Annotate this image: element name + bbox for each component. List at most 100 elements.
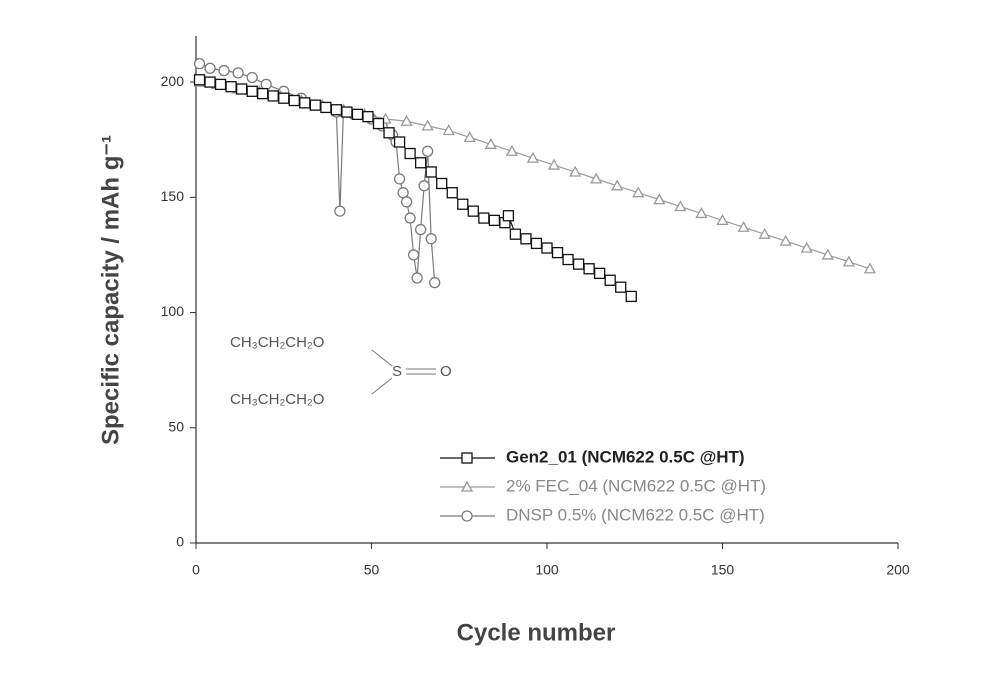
marker xyxy=(457,198,469,210)
y-tick-label: 50 xyxy=(168,418,184,434)
marker xyxy=(246,85,258,97)
marker xyxy=(436,177,448,190)
y-tick-label: 0 xyxy=(176,534,184,550)
marker xyxy=(583,263,595,275)
marker xyxy=(547,158,561,170)
marker xyxy=(800,241,813,253)
marker xyxy=(653,193,666,205)
series-line xyxy=(199,63,436,283)
marker xyxy=(594,267,606,280)
marker xyxy=(615,281,627,293)
marker xyxy=(478,212,490,224)
marker xyxy=(383,127,395,139)
marker xyxy=(393,173,406,185)
marker xyxy=(414,223,427,236)
marker xyxy=(400,114,413,126)
marker xyxy=(214,78,227,91)
marker xyxy=(632,186,645,198)
marker xyxy=(404,147,416,160)
bond xyxy=(371,377,393,395)
marker xyxy=(674,200,687,212)
marker xyxy=(362,111,374,123)
marker xyxy=(204,76,216,88)
marker xyxy=(407,249,420,261)
marker xyxy=(341,106,353,118)
legend-text: 2% FEC_04 (NCM622 0.5C @HT) xyxy=(506,476,766,495)
marker xyxy=(625,290,637,303)
marker xyxy=(257,87,269,100)
marker xyxy=(530,237,543,250)
marker xyxy=(446,187,458,199)
x-tick-label: 50 xyxy=(364,562,380,578)
marker xyxy=(737,220,750,232)
y-tick-label: 200 xyxy=(161,73,185,89)
marker xyxy=(330,104,343,116)
marker xyxy=(463,131,476,143)
marker xyxy=(425,233,437,245)
marker xyxy=(193,74,206,86)
marker xyxy=(260,78,272,91)
marker xyxy=(372,117,385,130)
marker xyxy=(863,262,877,274)
marker xyxy=(288,94,300,107)
marker xyxy=(309,99,321,111)
x-tick-label: 100 xyxy=(535,562,559,578)
marker xyxy=(193,58,206,70)
annotation: O xyxy=(440,363,452,380)
marker xyxy=(695,207,708,219)
marker xyxy=(716,214,729,226)
marker xyxy=(526,151,540,163)
legend-text: DNSP 0.5% (NCM622 0.5C @HT) xyxy=(506,505,765,524)
marker xyxy=(821,248,834,260)
marker xyxy=(400,196,413,208)
marker xyxy=(562,253,574,266)
marker xyxy=(278,92,290,104)
marker xyxy=(425,166,437,178)
x-tick-label: 0 xyxy=(192,562,200,578)
marker xyxy=(225,81,237,93)
y-tick-label: 150 xyxy=(161,188,185,204)
annotation: CH₃CH₂CH₂O xyxy=(230,334,324,351)
marker xyxy=(541,242,553,254)
marker xyxy=(611,179,624,191)
marker xyxy=(758,227,771,239)
bond xyxy=(371,349,393,367)
marker xyxy=(572,258,585,270)
marker xyxy=(232,67,244,79)
y-tick-label: 100 xyxy=(161,303,185,319)
marker xyxy=(422,145,434,157)
annotation: S xyxy=(392,363,402,380)
y-axis-title: Specific capacity / mAh g⁻¹ xyxy=(97,135,124,445)
marker xyxy=(461,510,473,522)
x-axis-title: Cycle number xyxy=(457,619,616,646)
marker xyxy=(502,210,515,222)
marker xyxy=(299,97,311,109)
marker xyxy=(429,276,441,289)
marker xyxy=(267,90,279,102)
x-tick-label: 150 xyxy=(711,562,735,578)
marker xyxy=(421,119,434,131)
marker xyxy=(590,172,603,184)
x-tick-label: 200 xyxy=(886,562,910,578)
marker xyxy=(320,101,332,114)
marker xyxy=(460,480,474,492)
marker xyxy=(568,165,582,177)
marker xyxy=(442,124,455,136)
marker xyxy=(520,233,532,245)
marker xyxy=(779,234,792,246)
marker xyxy=(604,274,616,286)
marker xyxy=(418,180,430,192)
marker xyxy=(467,205,479,217)
marker xyxy=(461,452,473,464)
marker xyxy=(509,228,522,240)
marker xyxy=(414,157,427,169)
legend-text: Gen2_01 (NCM622 0.5C @HT) xyxy=(506,447,745,466)
marker xyxy=(488,214,501,227)
marker xyxy=(218,64,230,77)
marker xyxy=(393,136,406,148)
marker xyxy=(397,187,409,199)
marker xyxy=(404,212,416,224)
marker xyxy=(411,272,423,284)
